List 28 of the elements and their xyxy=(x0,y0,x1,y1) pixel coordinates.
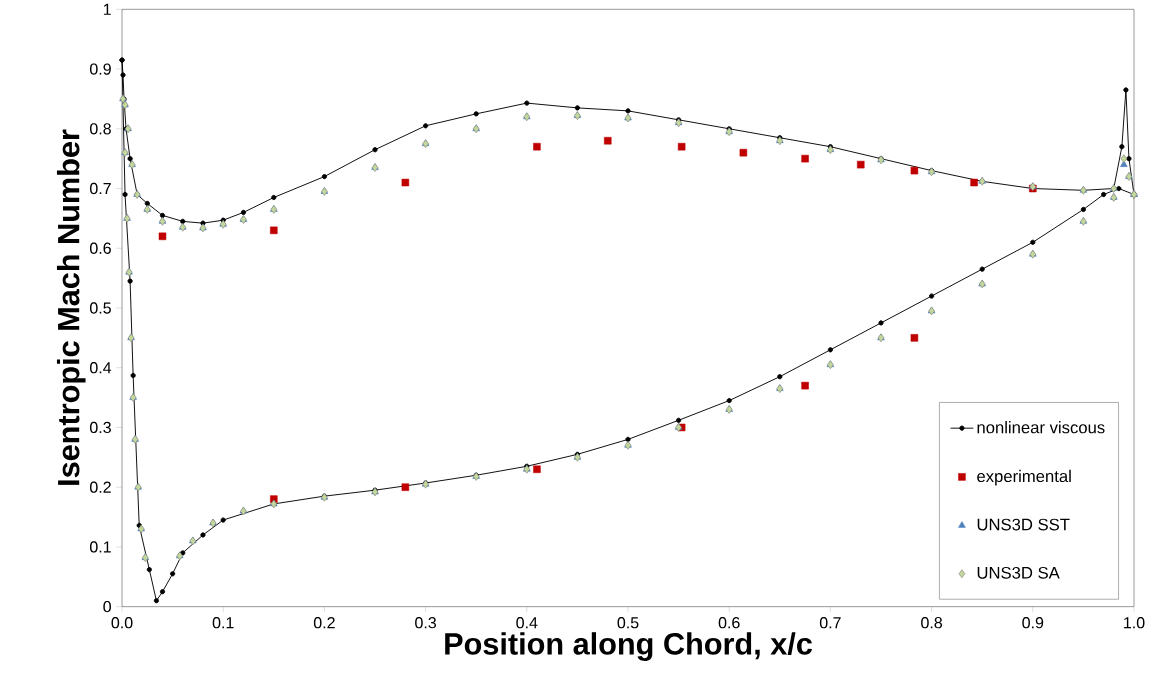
y-tick-label: 0.6 xyxy=(89,242,111,254)
y-tick-label: 0.3 xyxy=(89,421,111,434)
y-tick-label: 0 xyxy=(103,600,111,613)
y-tick-label: 0.5 xyxy=(89,302,111,314)
x-tick-label: 0.5 xyxy=(617,617,639,629)
x-axis-title: Position along Chord, x/c xyxy=(445,632,812,661)
legend-label: UNS3D SA xyxy=(977,566,1060,579)
y-tick-label: 0.8 xyxy=(89,123,111,135)
y-axis-title: Isentropic Mach Number xyxy=(56,129,86,485)
y-tick-label: 0.4 xyxy=(89,362,112,374)
x-tick-label: 0.9 xyxy=(1022,617,1044,629)
x-tick-label: 0.7 xyxy=(819,617,841,629)
y-tick-label: 0.7 xyxy=(89,182,111,195)
x-tick-label: 1.0 xyxy=(1124,617,1145,629)
x-tick-label: 0.8 xyxy=(921,617,943,629)
legend-label: nonlinear viscous xyxy=(977,421,1105,434)
x-tick-label: 0.4 xyxy=(516,617,538,629)
x-tick-label: 0.1 xyxy=(212,617,234,629)
y-tick-label: 0.9 xyxy=(89,63,111,75)
y-tick-label: 0.1 xyxy=(89,541,111,553)
legend-label: UNS3D SST xyxy=(977,518,1070,531)
y-tick-label: 0.2 xyxy=(89,481,111,493)
x-tick-label: 0.2 xyxy=(313,617,335,629)
x-tick-label: 0.3 xyxy=(415,617,437,629)
x-tick-label: 0.0 xyxy=(111,617,133,629)
y-tick-label: 1 xyxy=(103,3,111,15)
legend-label: experimental xyxy=(977,469,1071,486)
x-tick-label: 0.6 xyxy=(718,617,740,629)
